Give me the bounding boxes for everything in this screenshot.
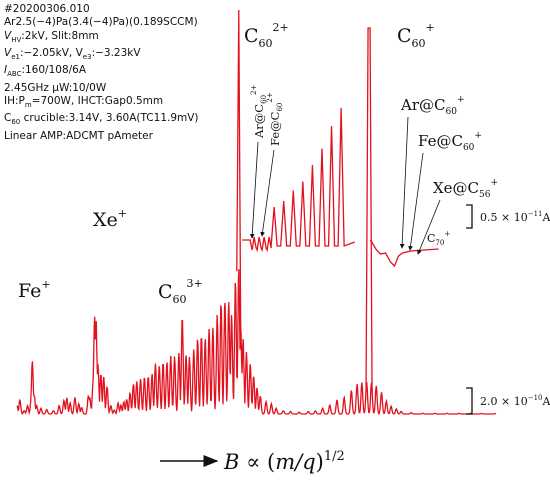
label-fe-c60-plus: Fe@C60+ <box>418 131 482 153</box>
scale-bar-upper-label: 0.5 × 10−11A <box>480 210 550 224</box>
c60-plus-zoom-trace <box>369 239 439 268</box>
scale-bar-upper <box>466 204 473 229</box>
label-xe-c56-plus: Xe@C56+ <box>433 178 498 200</box>
arrow-ar-c60-plus <box>399 116 409 249</box>
current-line: IABC:160/108/6A <box>4 64 87 79</box>
arrow-fe-c60-2plus <box>260 149 275 237</box>
extraction-line: Ve1:−2.05kV, Ve3:−3.23kV <box>4 46 141 62</box>
pressure-line: Ar2.5(−4)Pa(3.4(−4)Pa)(0.189SCCM) <box>4 16 198 29</box>
label-c60-3plus: C603+ <box>158 277 203 306</box>
voltage-line: VHV:2kV, Slit:8mm <box>4 29 99 44</box>
label-xe: Xe+ <box>93 207 127 231</box>
c60-plus-spike <box>365 27 373 393</box>
label-fe-c60-2plus: Fe@C602+ <box>266 92 284 146</box>
scale-bar-lower-label: 2.0 × 10−10A <box>480 394 550 408</box>
spectrum-trace <box>16 269 497 416</box>
label-ar-c60-2plus: Ar@C602+ <box>250 85 268 139</box>
label-c70-plus: C70+ <box>427 230 450 247</box>
label-c60-plus: C60+ <box>397 21 435 50</box>
run-id: #20200306.010 <box>4 3 90 15</box>
arrow-xe-c56-plus <box>417 199 441 255</box>
amplifier-line: Linear AMP:ADCMT pAmeter <box>4 129 153 142</box>
x-axis-label: B ∝ (m/q)1/2 <box>223 449 345 474</box>
label-ar-c60-plus: Ar@C60+ <box>400 95 464 117</box>
c60-2plus-spike <box>236 9 242 342</box>
label-fe: Fe+ <box>18 278 51 302</box>
arrow-ar-c60-2plus <box>249 141 259 239</box>
conditions-block: #20200306.010 Ar2.5(−4)Pa(3.4(−4)Pa)(0.1… <box>4 3 234 143</box>
crucible-line: C60 crucible:3.14V, 3.60A(TC11.9mV) <box>4 112 199 127</box>
scale-bar-lower <box>466 387 473 415</box>
heater-line: IH:Pm=700W, IHCT:Gap0.5mm <box>4 95 164 110</box>
c60-2plus-zoom-trace <box>242 107 355 253</box>
trace-layer <box>16 9 497 416</box>
label-c60-2plus: C602+ <box>244 21 289 50</box>
microwave-line: 2.45GHz μW:10/0W <box>4 81 107 94</box>
arrow-fe-c60-plus <box>408 152 424 251</box>
